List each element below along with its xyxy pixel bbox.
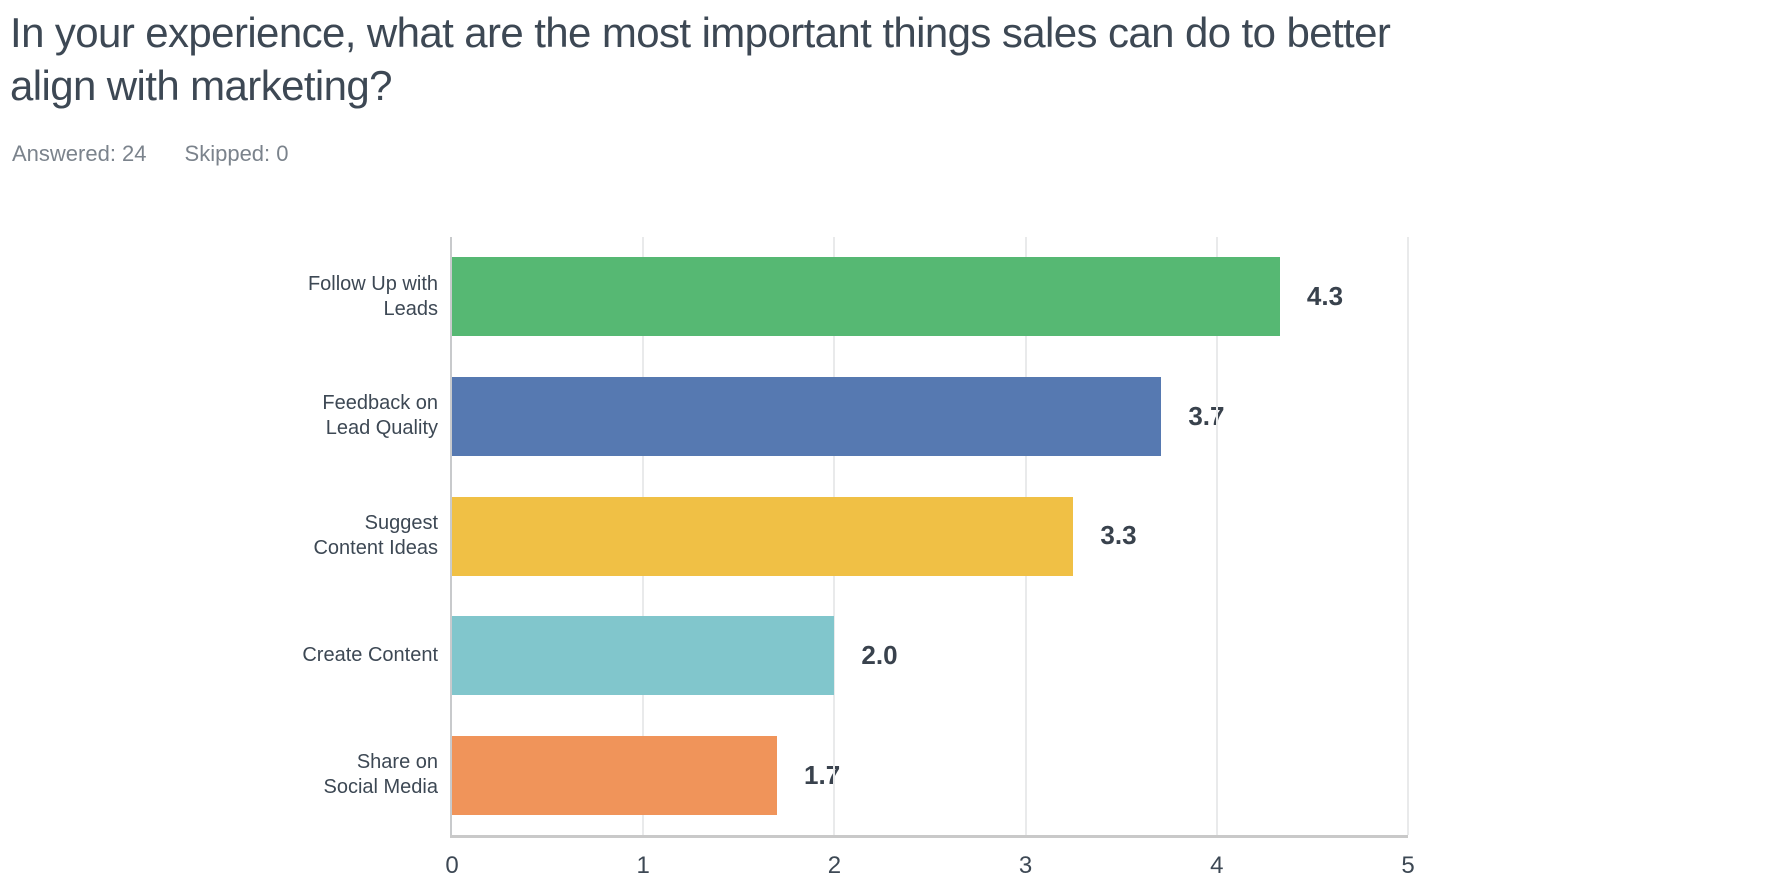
category-label: Follow Up with Leads <box>0 237 438 357</box>
x-tick-label: 4 <box>1210 852 1224 879</box>
value-label: 2.0 <box>861 640 898 671</box>
bar-create-content[interactable] <box>452 616 835 696</box>
plot-area <box>452 237 1409 835</box>
bar-suggest-content-ideas[interactable] <box>452 496 1074 576</box>
category-label-text: Create Content <box>302 644 438 667</box>
skipped-count: Skipped: 0 <box>184 141 289 166</box>
value-label: 3.3 <box>1100 520 1137 551</box>
question-title-line: In your experience, what are the most im… <box>10 9 1391 56</box>
x-tick-label: 1 <box>636 852 650 879</box>
response-meta: Answered: 24 Skipped: 0 <box>12 141 327 167</box>
category-label-text: Feedback on Lead Quality <box>322 392 438 440</box>
question-title-line: align with marketing? <box>10 62 393 109</box>
y-axis-line <box>450 237 452 837</box>
category-label-text: Share on Social Media <box>323 751 438 799</box>
x-axis-line <box>450 835 1408 838</box>
bar-follow-up-with-leads[interactable] <box>452 257 1280 337</box>
category-label: Share on Social Media <box>0 715 438 835</box>
x-tick-label: 5 <box>1401 852 1415 879</box>
x-tick-label: 3 <box>1018 852 1033 879</box>
category-label-text: Follow Up with Leads <box>307 272 438 320</box>
category-label: Suggest Content Ideas <box>0 476 438 596</box>
vertical-gridline <box>1407 237 1409 835</box>
vertical-gridline <box>1215 237 1218 835</box>
category-label: Feedback on Lead Quality <box>0 357 438 477</box>
category-label-text: Suggest Content Ideas <box>313 511 438 559</box>
bar-feedback-on-lead-quality[interactable] <box>452 376 1162 456</box>
value-label: 3.7 <box>1188 400 1225 431</box>
value-label: 4.3 <box>1306 281 1344 312</box>
answered-count: Answered: 24 <box>12 141 147 166</box>
bar-share-on-social-media[interactable] <box>452 735 778 815</box>
x-tick-label: 0 <box>445 852 459 879</box>
category-label: Create Content <box>0 596 438 716</box>
question-title: In your experience, what are the most im… <box>10 6 1765 112</box>
x-tick-label: 2 <box>827 852 842 879</box>
